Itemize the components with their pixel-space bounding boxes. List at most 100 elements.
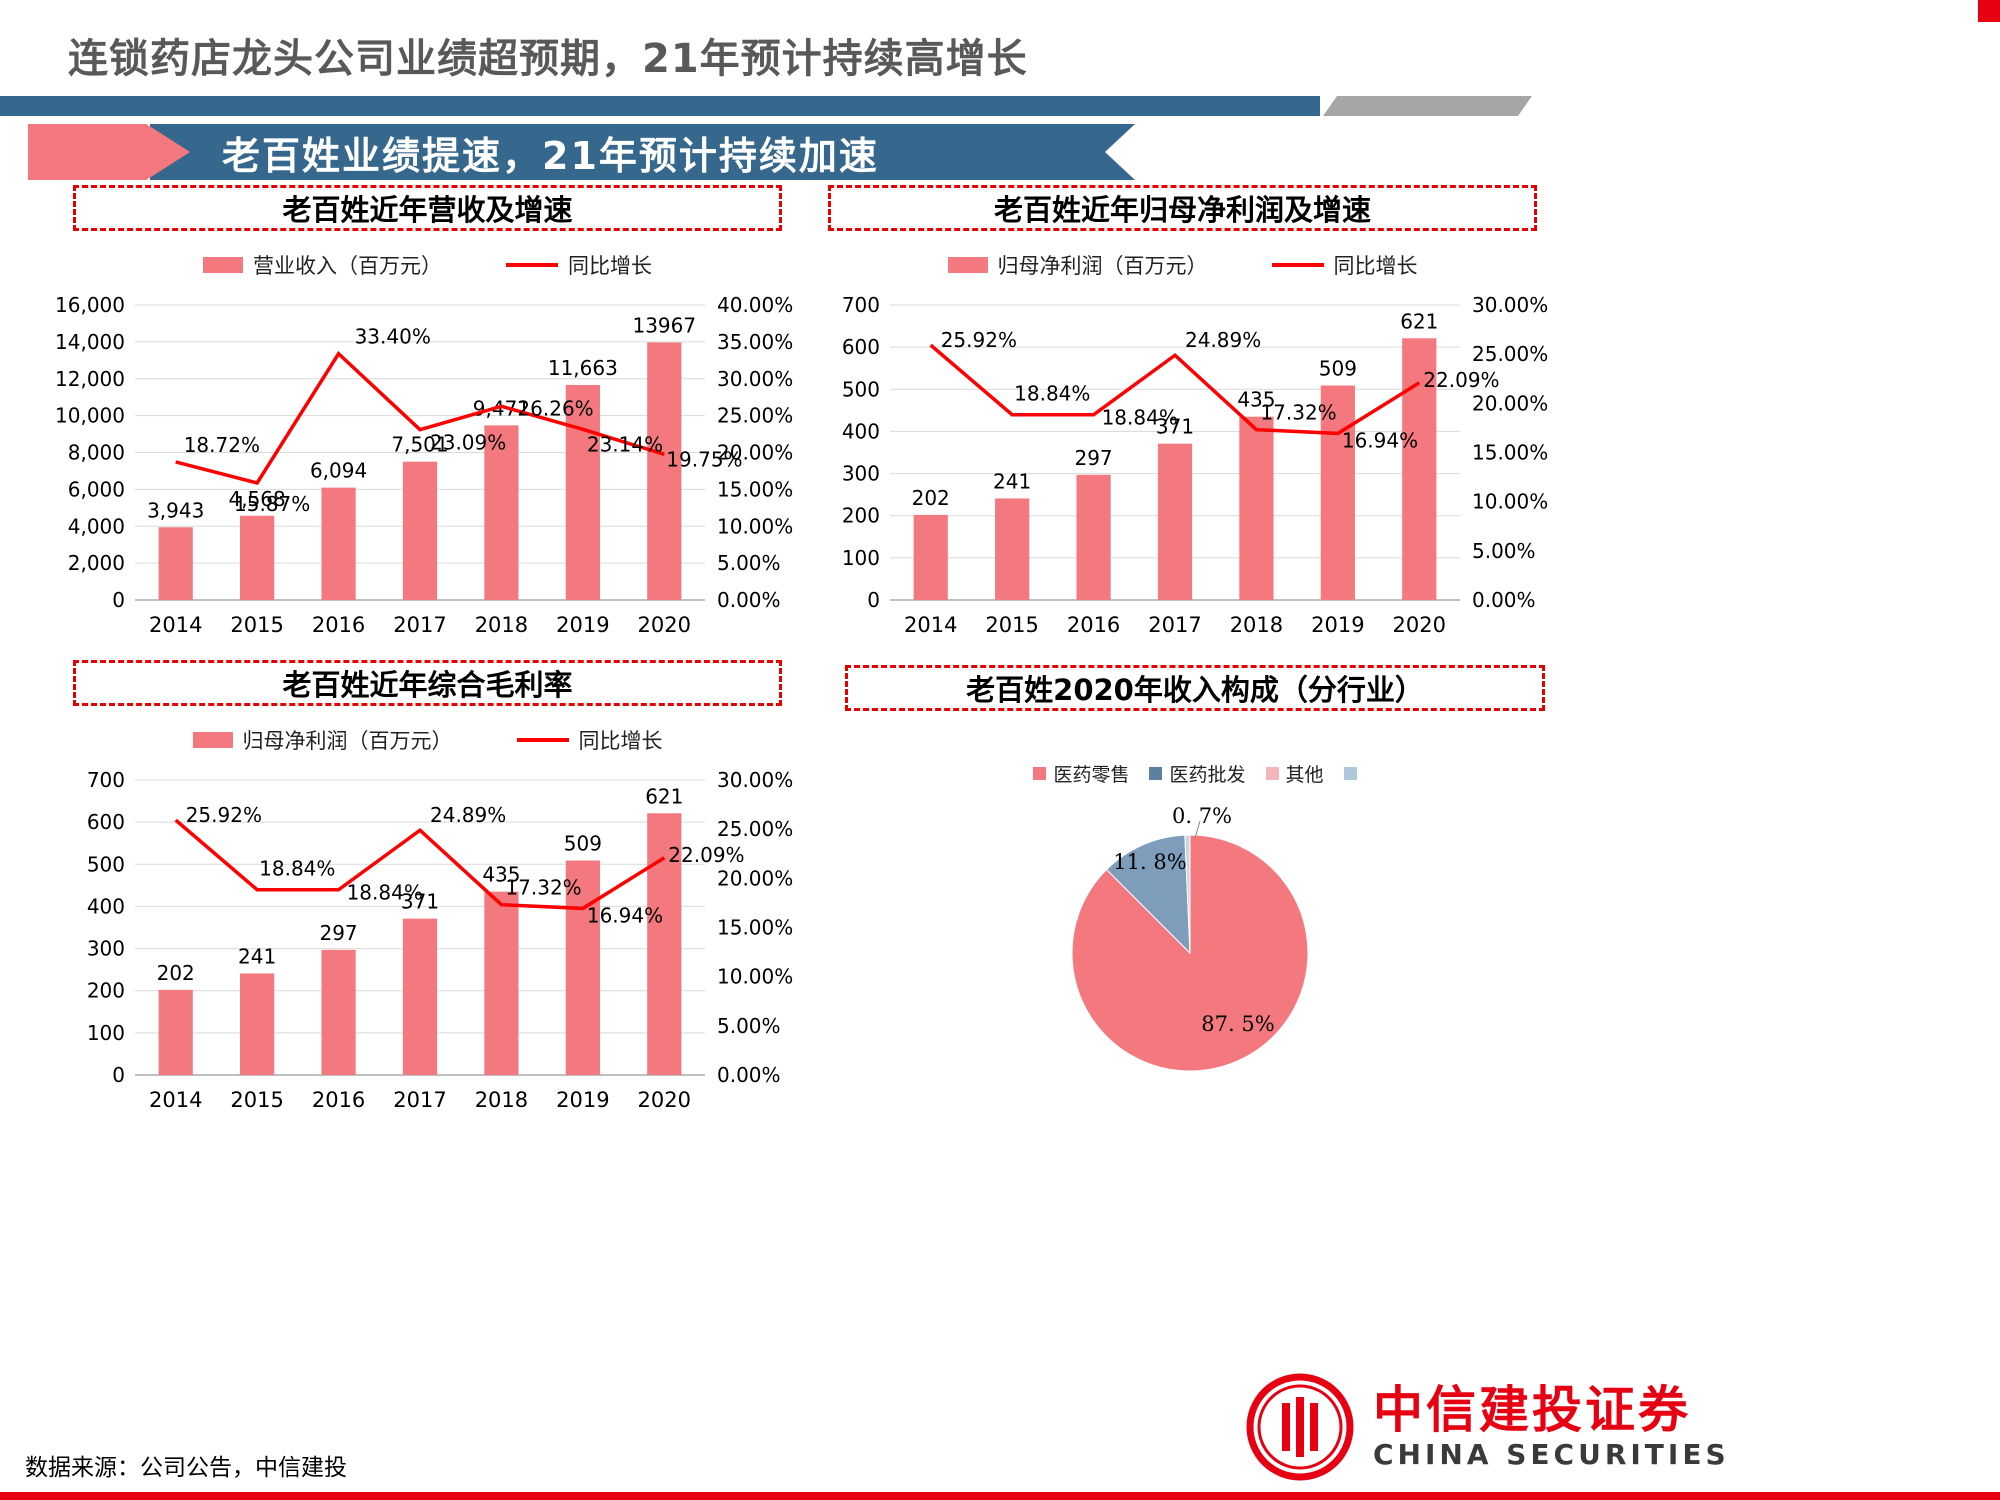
revenue-growth-chart: 0 2,000 4,000 6,000 8,000 10,000 12,000 14,000 1…	[55, 293, 793, 637]
legend-profit: 归母净利润（百万元） 同比增长	[810, 251, 1555, 279]
svg-text:202: 202	[912, 486, 950, 510]
chart-title-text: 老百姓2020年收入构成（分行业）	[966, 673, 1424, 707]
svg-text:300: 300	[87, 937, 125, 961]
svg-text:15.00%: 15.00%	[1472, 441, 1548, 465]
svg-text:2019: 2019	[556, 613, 609, 637]
svg-text:33.40%: 33.40%	[355, 325, 431, 349]
svg-text:241: 241	[238, 944, 276, 968]
svg-text:7,501: 7,501	[391, 433, 448, 457]
panel-gross-margin: 老百姓近年综合毛利率 归母净利润（百万元） 同比增长 0 100 200 300 400…	[55, 660, 800, 1137]
svg-text:600: 600	[842, 335, 880, 359]
svg-text:297: 297	[1074, 446, 1112, 470]
svg-text:35.00%: 35.00%	[717, 330, 793, 354]
svg-text:15.00%: 15.00%	[717, 477, 793, 501]
chart-title-text: 老百姓近年归母净利润及增速	[993, 193, 1371, 227]
svg-text:0.00%: 0.00%	[717, 588, 781, 612]
svg-text:13967: 13967	[632, 313, 696, 337]
svg-text:8,000: 8,000	[68, 441, 125, 465]
legend-item-bar: 归母净利润（百万元）	[947, 250, 1208, 280]
svg-text:25.00%: 25.00%	[1472, 342, 1548, 366]
svg-text:0.00%: 0.00%	[717, 1063, 781, 1087]
svg-text:2018: 2018	[475, 1088, 528, 1112]
bottom-accent-bar	[0, 1492, 2000, 1500]
legend-label: 同比增长	[578, 729, 663, 753]
svg-text:25.00%: 25.00%	[717, 404, 793, 428]
svg-text:16,000: 16,000	[55, 293, 125, 317]
svg-text:18.84%: 18.84%	[259, 857, 335, 881]
svg-text:87. 5%: 87. 5%	[1201, 1012, 1274, 1036]
svg-text:2016: 2016	[312, 1088, 365, 1112]
svg-text:23.09%: 23.09%	[430, 431, 506, 455]
svg-text:2014: 2014	[149, 613, 202, 637]
svg-text:19.75%: 19.75%	[666, 447, 742, 471]
svg-text:100: 100	[842, 546, 880, 570]
retail-swatch-icon	[1033, 766, 1047, 780]
legend-item-extra	[1343, 766, 1357, 780]
svg-text:2019: 2019	[1311, 613, 1364, 637]
svg-text:2020: 2020	[638, 613, 691, 637]
extra-swatch-icon	[1343, 766, 1357, 780]
gross-margin-chart: 0 100 200 300 400 500 600 700 0.00% 5.00% 10.00% 15…	[87, 768, 793, 1112]
legend-label: 其他	[1285, 763, 1324, 786]
svg-text:0.00%: 0.00%	[1472, 588, 1536, 612]
citic-emblem-icon	[1246, 1373, 1354, 1481]
legend-item-wholesale: 医药批发	[1149, 760, 1246, 787]
svg-text:5.00%: 5.00%	[717, 551, 781, 575]
chart-title-text: 老百姓近年综合毛利率	[282, 668, 573, 702]
line-swatch-icon	[506, 263, 558, 267]
bar-swatch-icon	[192, 732, 233, 748]
svg-text:5.00%: 5.00%	[1472, 539, 1536, 563]
svg-text:2017: 2017	[393, 1088, 446, 1112]
svg-text:371: 371	[1156, 415, 1194, 439]
legend-margin: 归母净利润（百万元） 同比增长	[55, 726, 800, 754]
logo-text: 中信建投证券 CHINA SECURITIES	[1373, 1381, 1730, 1472]
svg-text:2020: 2020	[638, 1088, 691, 1112]
svg-text:400: 400	[87, 894, 125, 918]
legend-label: 归母净利润（百万元）	[242, 729, 453, 753]
svg-text:24.89%: 24.89%	[430, 803, 506, 827]
svg-text:5.00%: 5.00%	[717, 1014, 781, 1038]
chart-title-box-mix: 老百姓2020年收入构成（分行业）	[845, 665, 1545, 711]
svg-text:500: 500	[87, 852, 125, 876]
svg-text:20.00%: 20.00%	[717, 866, 793, 890]
line-swatch-icon	[1271, 263, 1324, 267]
svg-text:15.00%: 15.00%	[717, 916, 793, 940]
svg-text:2019: 2019	[556, 1088, 609, 1112]
svg-text:18.84%: 18.84%	[1014, 382, 1090, 406]
svg-text:3,943: 3,943	[147, 498, 204, 522]
svg-text:2018: 2018	[1230, 613, 1283, 637]
company-logo: 中信建投证券 CHINA SECURITIES	[1245, 1372, 1730, 1482]
section-banner-title: 老百姓业绩提速，21年预计持续加速	[222, 133, 879, 178]
svg-text:10.00%: 10.00%	[717, 514, 793, 538]
svg-text:2015: 2015	[230, 1088, 283, 1112]
section-banner: 老百姓业绩提速，21年预计持续加速	[150, 124, 1135, 180]
panel-net-profit: 老百姓近年归母净利润及增速 归母净利润（百万元） 同比增长 0 100 200 300…	[810, 185, 1555, 662]
legend-item-bar: 归母净利润（百万元）	[192, 725, 453, 755]
logo-en-text: CHINA SECURITIES	[1373, 1438, 1730, 1471]
svg-text:2017: 2017	[393, 613, 446, 637]
panel-revenue-mix: 老百姓2020年收入构成（分行业） 医药零售 医药批发 其他 87. 5% 11.…	[835, 665, 1555, 1123]
svg-text:22.09%: 22.09%	[1423, 368, 1499, 392]
revenue-mix-pie-chart: 87. 5% 11. 8% 0. 7%	[1071, 804, 1309, 1072]
svg-text:297: 297	[319, 921, 357, 945]
chart-title-box-profit: 老百姓近年归母净利润及增速	[828, 185, 1537, 231]
svg-text:202: 202	[157, 961, 195, 985]
net-profit-growth-chart: 0 100 200 300 400 500 600 700 0.00% 5.00% 10.00% 15…	[842, 293, 1548, 637]
chart-title-box-margin: 老百姓近年综合毛利率	[73, 660, 782, 706]
svg-text:621: 621	[1400, 309, 1438, 333]
legend-item-line: 同比增长	[1271, 250, 1418, 280]
legend-revenue: 营业收入（百万元） 同比增长	[55, 251, 800, 279]
svg-text:23.14%: 23.14%	[587, 432, 663, 456]
svg-text:0: 0	[112, 588, 125, 612]
svg-text:10.00%: 10.00%	[717, 965, 793, 989]
svg-text:371: 371	[401, 890, 439, 914]
svg-text:6,094: 6,094	[310, 459, 367, 483]
svg-text:2015: 2015	[985, 613, 1038, 637]
svg-text:0: 0	[867, 588, 880, 612]
logo-cn-text: 中信建投证券	[1373, 1381, 1691, 1439]
svg-text:30.00%: 30.00%	[717, 367, 793, 391]
svg-text:700: 700	[842, 293, 880, 317]
svg-text:500: 500	[842, 377, 880, 401]
legend-item-retail: 医药零售	[1033, 760, 1129, 787]
